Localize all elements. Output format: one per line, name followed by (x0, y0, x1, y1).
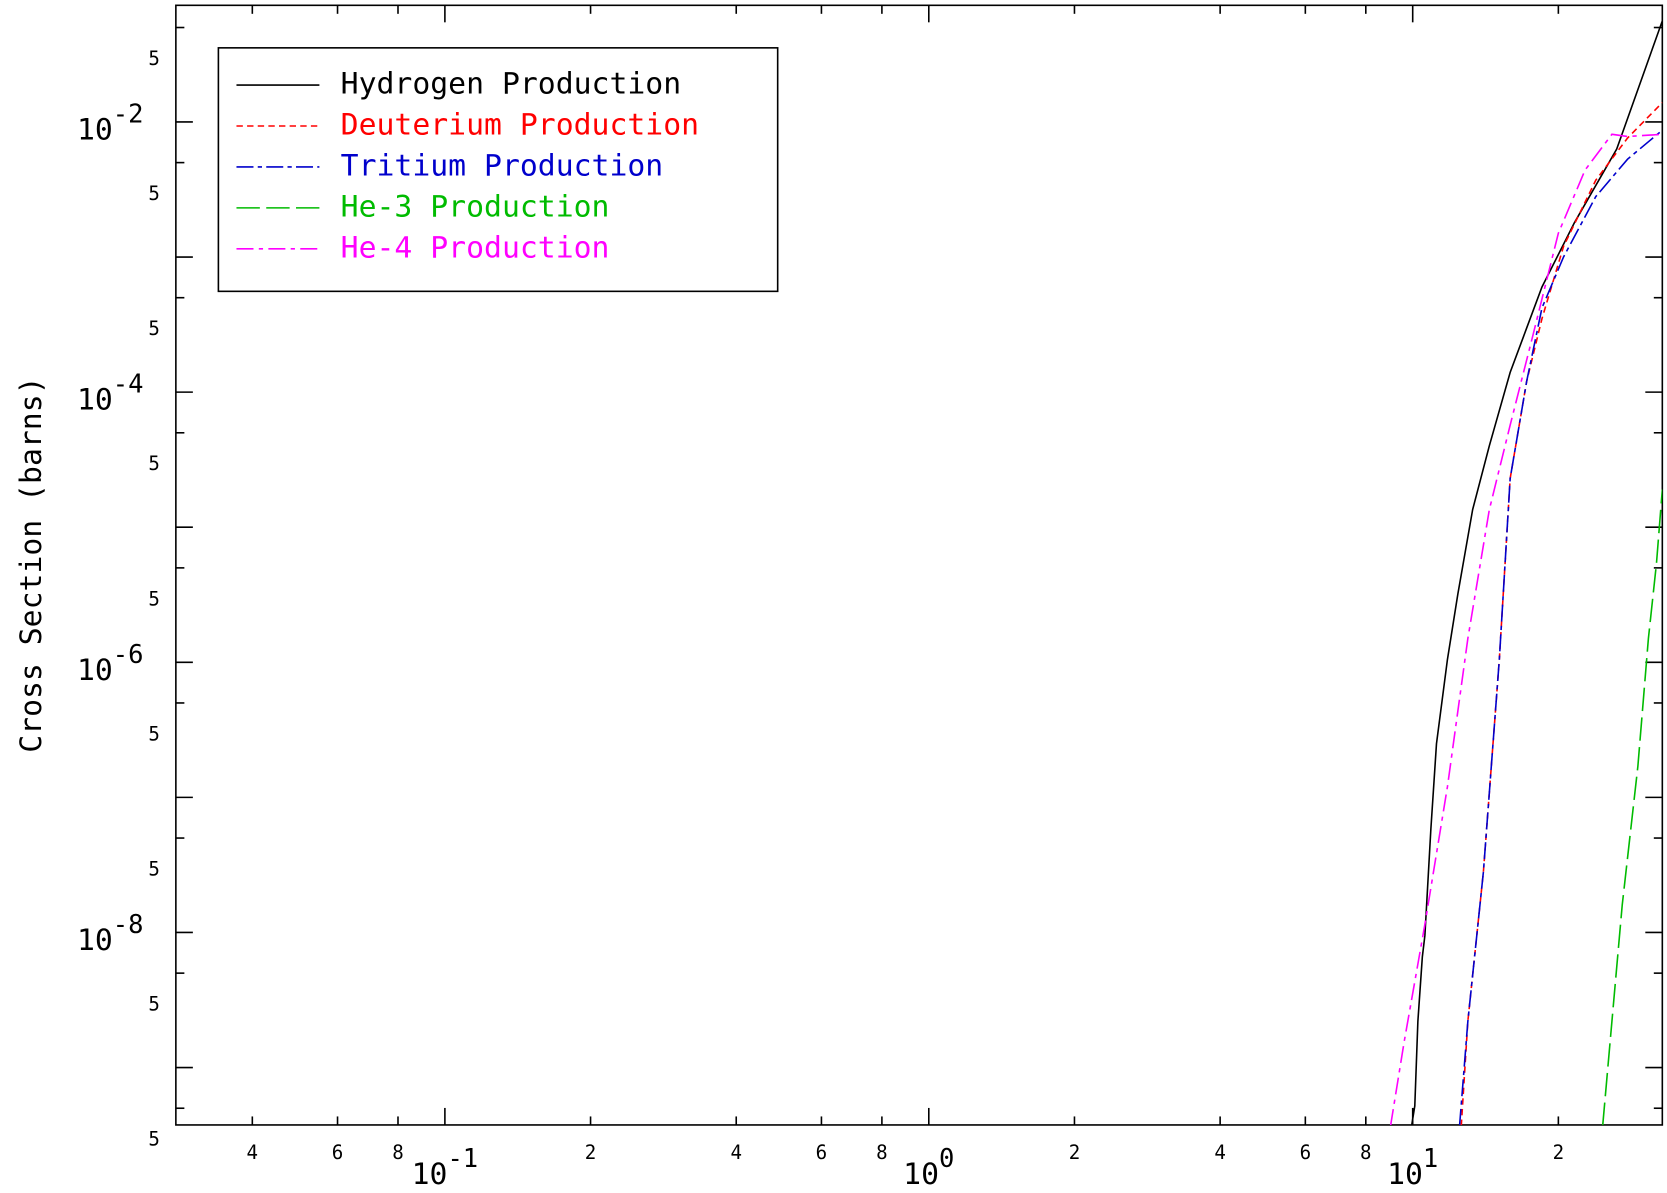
x-tick-exponent: 1 (1423, 1144, 1438, 1174)
x-tick-label: 4 (730, 1141, 742, 1164)
legend-label: Tritium Production (341, 148, 664, 183)
y-tick-base: 10 (77, 112, 113, 147)
legend-label: Deuterium Production (341, 107, 699, 142)
y-tick-label: 5 (148, 1128, 160, 1151)
y-tick-label: 10-4 (77, 370, 144, 417)
x-tick-label: 8 (392, 1141, 404, 1164)
y-tick-label: 5 (148, 317, 160, 340)
y-tick-exponent: -4 (113, 370, 144, 400)
plot-frame (175, 4, 1664, 1126)
series-line (1460, 102, 1663, 1125)
legend-label: He-3 Production (341, 189, 610, 224)
plot-area (1389, 20, 1663, 1125)
x-tick-exponent: -1 (447, 1144, 478, 1174)
y-tick-exponent: -8 (113, 910, 144, 940)
y-tick-label: 5 (148, 993, 160, 1016)
series-line (1458, 129, 1663, 1125)
x-tick-label: 100 (903, 1144, 954, 1191)
y-axis-title: Cross Section (barns) (14, 376, 49, 752)
y-tick-base: 10 (77, 652, 113, 687)
y-tick-exponent: -2 (113, 100, 144, 130)
y-tick-label: 5 (148, 452, 160, 475)
y-tick-label: 5 (148, 182, 160, 205)
x-tick-label: 10-1 (412, 1144, 479, 1191)
y-tick-label: 5 (148, 722, 160, 745)
x-tick-label: 2 (585, 1141, 597, 1164)
y-tick-label: 5 (148, 587, 160, 610)
x-tick-label: 6 (816, 1141, 828, 1164)
y-tick-base: 10 (77, 922, 113, 957)
x-tick-base: 10 (903, 1156, 939, 1191)
x-tick-base: 10 (1387, 1156, 1423, 1191)
x-tick-exponent: 0 (939, 1144, 954, 1174)
series-line (1410, 20, 1663, 1125)
x-tick-label: 2 (1069, 1141, 1081, 1164)
legend-label: He-4 Production (341, 230, 610, 265)
y-tick-label: 10-8 (77, 910, 144, 957)
x-tick-label: 4 (247, 1141, 259, 1164)
x-tick-label: 4 (1214, 1141, 1226, 1164)
x-tick-label: 6 (332, 1141, 344, 1164)
y-tick-label: 10-2 (77, 100, 144, 147)
x-tick-label: 6 (1300, 1141, 1312, 1164)
x-tick-label: 101 (1387, 1144, 1438, 1191)
x-tick-base: 10 (412, 1156, 448, 1191)
x-tick-label: 8 (876, 1141, 888, 1164)
legend-label: Hydrogen Production (341, 67, 682, 102)
x-tick-label: 2 (1553, 1141, 1565, 1164)
y-tick-base: 10 (77, 382, 113, 417)
y-tick-label: 5 (148, 47, 160, 70)
y-tick-label: 10-6 (77, 640, 144, 687)
series-line (1389, 133, 1663, 1125)
y-tick-label: 5 (148, 857, 160, 880)
y-tick-exponent: -6 (113, 640, 144, 670)
series-line (1601, 489, 1663, 1125)
legend-box (217, 47, 779, 293)
x-tick-label: 8 (1360, 1141, 1372, 1164)
